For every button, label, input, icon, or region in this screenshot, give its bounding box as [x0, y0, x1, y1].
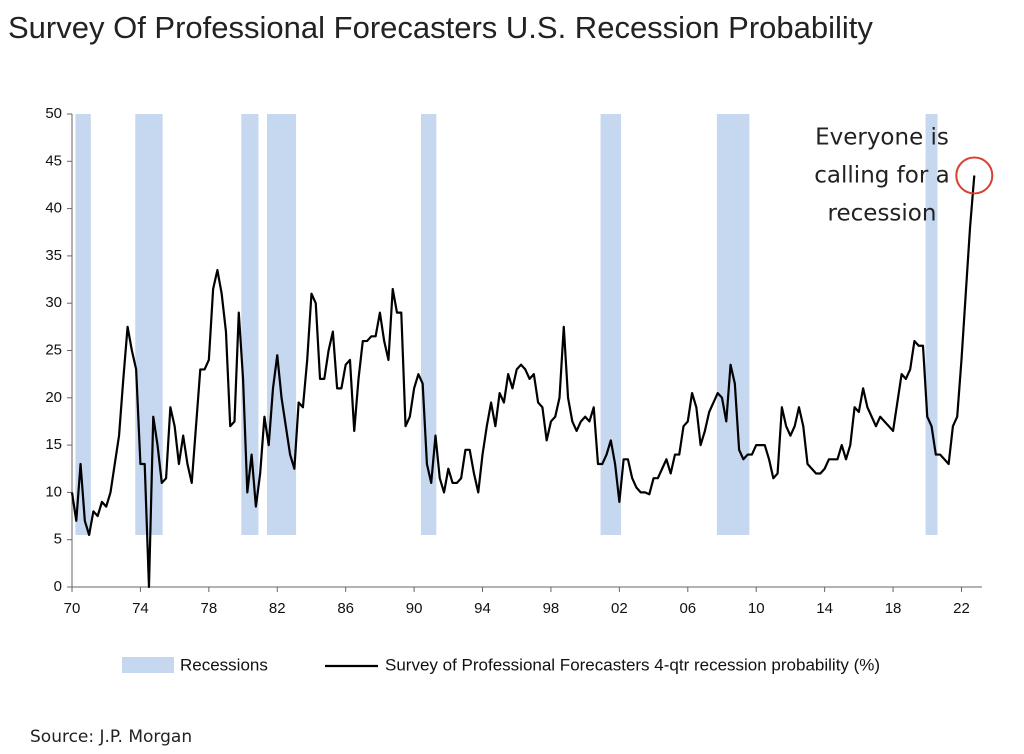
y-tick-label: 50 [45, 105, 62, 122]
y-tick-label: 25 [45, 341, 62, 358]
highlight-circle [955, 156, 994, 195]
x-tick-label: 98 [543, 600, 560, 617]
x-tick-label: 02 [611, 600, 628, 617]
annotation: calling for a [814, 163, 949, 189]
recession-band [135, 114, 163, 535]
y-tick-label: 10 [45, 483, 62, 500]
x-tick-label: 90 [406, 600, 423, 617]
annotation: recession [828, 201, 937, 227]
recession-band [600, 114, 622, 535]
series-line [70, 175, 976, 589]
legend-label: Survey of Professional Forecasters 4-qtr… [385, 655, 880, 674]
x-tick-label: 10 [748, 600, 765, 617]
legend-label: Recessions [180, 655, 268, 674]
y-tick-label: 5 [54, 531, 62, 548]
y-tick-label: 40 [45, 200, 62, 217]
x-tick-label: 22 [953, 600, 970, 617]
recession-band [925, 114, 938, 535]
x-tick-label: 18 [885, 600, 902, 617]
x-tick-label: 82 [269, 600, 286, 617]
recession-band [267, 114, 297, 535]
y-tick-label: 45 [45, 152, 62, 169]
x-tick-label: 74 [132, 600, 149, 617]
recession-band [75, 114, 91, 535]
x-tick-label: 78 [200, 600, 217, 617]
x-tick-label: 94 [474, 600, 491, 617]
legend-swatch [122, 657, 174, 673]
y-tick-label: 0 [54, 578, 62, 595]
y-tick-label: 20 [45, 389, 62, 406]
x-tick-label: 86 [337, 600, 354, 617]
x-tick-label: 14 [816, 600, 833, 617]
x-tick-label: 06 [679, 600, 696, 617]
source: Source: J.P. Morgan [30, 727, 192, 747]
recession-band [716, 114, 750, 535]
y-tick-label: 35 [45, 247, 62, 264]
y-tick-label: 15 [45, 436, 62, 453]
chart-title: Survey Of Professional Forecasters U.S. … [8, 10, 873, 45]
y-tick-label: 30 [45, 294, 62, 311]
x-tick-label: 70 [64, 600, 81, 617]
annotation: Everyone is [815, 125, 949, 151]
